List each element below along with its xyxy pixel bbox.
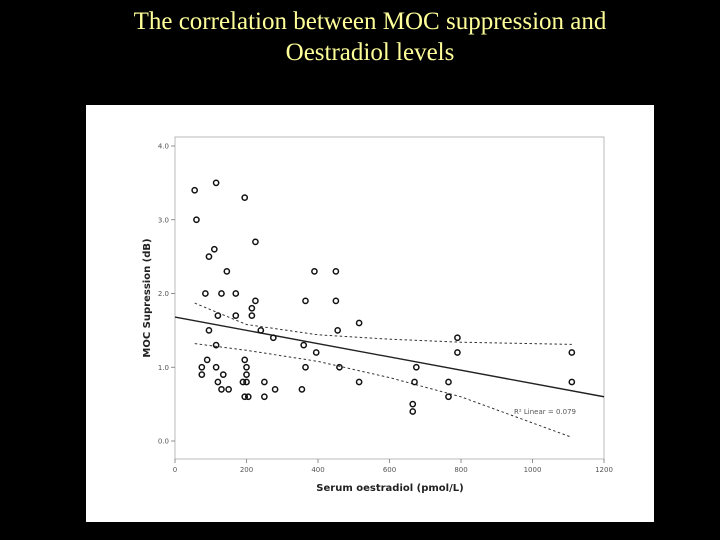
x-axis: 0 200 400 600 800 1000 1200 xyxy=(173,459,613,474)
data-point xyxy=(243,363,250,371)
data-point xyxy=(257,327,265,334)
data-point xyxy=(232,312,240,319)
y-axis: 0.0 1.0 2.0 3.0 4.0 xyxy=(158,143,175,446)
data-point xyxy=(219,371,227,378)
chart-panel: 0 200 400 600 800 1000 1200 0.0 1.0 2.0 3.0 4.0 R²… xyxy=(86,105,654,522)
data-point xyxy=(212,179,220,187)
y-tick-label: 1.0 xyxy=(158,364,169,372)
ci-upper-line xyxy=(194,302,572,345)
data-point xyxy=(248,312,256,319)
data-point xyxy=(223,268,231,275)
slide-title-line-1: The correlation between MOC suppression … xyxy=(133,8,607,35)
scatter-chart: 0 200 400 600 800 1000 1200 0.0 1.0 2.0 3.0 4.0 R²… xyxy=(142,136,613,494)
data-point xyxy=(239,378,247,386)
data-points xyxy=(191,179,576,415)
regression-line xyxy=(174,316,605,398)
y-tick-label: 4.0 xyxy=(158,143,169,151)
data-point xyxy=(248,304,256,312)
data-point xyxy=(218,290,225,297)
x-tick-label: 200 xyxy=(240,466,253,474)
confidence-bands xyxy=(194,302,572,438)
data-point xyxy=(193,216,200,224)
data-point xyxy=(568,378,576,386)
data-point xyxy=(355,319,363,327)
data-point xyxy=(241,356,249,364)
slide-title-line-2: Oestradiol levels xyxy=(285,39,455,66)
data-point xyxy=(409,400,417,408)
data-point xyxy=(302,297,309,305)
y-axis-title: MOC Supression (dB) xyxy=(142,238,153,357)
data-point xyxy=(409,408,417,415)
data-point xyxy=(568,349,576,356)
data-point xyxy=(454,334,461,342)
data-point xyxy=(445,378,452,386)
data-point xyxy=(300,341,308,349)
data-point xyxy=(311,268,318,275)
data-point xyxy=(210,245,218,253)
data-point xyxy=(445,393,452,401)
data-point xyxy=(298,386,306,393)
y-tick-label: 3.0 xyxy=(158,216,169,224)
data-point xyxy=(261,378,268,386)
ci-lower-line xyxy=(194,343,572,438)
data-point xyxy=(205,253,213,260)
data-point xyxy=(225,386,232,393)
data-point xyxy=(218,386,225,393)
y-tick-label: 0.0 xyxy=(158,438,169,446)
data-point xyxy=(244,393,252,401)
data-point xyxy=(261,393,268,401)
data-point xyxy=(302,363,309,371)
data-point xyxy=(202,290,209,297)
data-point xyxy=(355,378,363,386)
data-point xyxy=(191,186,199,194)
data-point xyxy=(198,371,206,378)
data-point xyxy=(241,393,249,401)
r-squared-annotation: R² Linear = 0.079 xyxy=(514,408,576,416)
data-point xyxy=(252,238,259,246)
slide-title: The correlation between MOC suppression … xyxy=(0,6,720,68)
data-point xyxy=(332,297,340,305)
data-point xyxy=(198,363,206,371)
data-point xyxy=(411,378,418,386)
data-point xyxy=(332,268,340,275)
data-point xyxy=(212,341,220,349)
data-point xyxy=(412,363,420,371)
data-point xyxy=(336,363,343,371)
x-tick-label: 800 xyxy=(454,466,467,474)
data-point xyxy=(334,327,342,334)
data-point xyxy=(243,378,250,386)
x-tick-label: 1200 xyxy=(595,466,613,474)
x-tick-label: 400 xyxy=(311,466,324,474)
data-point xyxy=(241,194,249,201)
data-point xyxy=(203,356,211,364)
data-point xyxy=(214,378,222,386)
x-tick-label: 1000 xyxy=(524,466,542,474)
data-point xyxy=(214,312,222,319)
data-point xyxy=(212,363,220,371)
data-point xyxy=(205,327,213,334)
data-point xyxy=(454,349,461,356)
data-point xyxy=(252,297,259,305)
data-point xyxy=(312,349,320,356)
x-tick-label: 600 xyxy=(383,466,396,474)
data-point xyxy=(243,371,250,378)
data-point xyxy=(232,290,240,297)
x-tick-label: 0 xyxy=(173,466,177,474)
data-point xyxy=(271,386,279,393)
data-point xyxy=(269,334,277,342)
y-tick-label: 2.0 xyxy=(158,290,169,298)
x-axis-title: Serum oestradiol (pmol/L) xyxy=(316,483,463,494)
